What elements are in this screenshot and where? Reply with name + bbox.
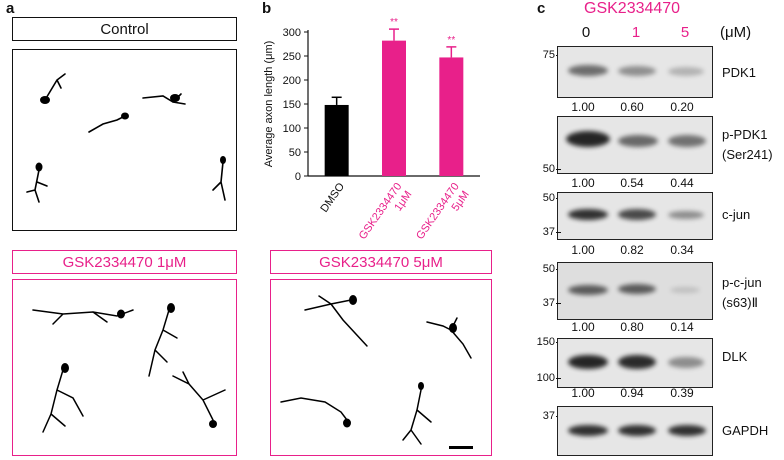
- y-tick-label-0: 0: [295, 171, 301, 183]
- dlk-band-1: [618, 355, 656, 369]
- p-c-jun-quant-0: 1.00: [571, 320, 595, 334]
- gsk5-neurons: [280, 295, 473, 449]
- significance-1: **: [390, 17, 398, 28]
- mw-marker-37c: 37: [531, 410, 561, 422]
- gsk5-image: [270, 279, 492, 456]
- p-pdk1-label: p-PDK1: [722, 127, 768, 142]
- gapdh-band-5: [668, 425, 706, 436]
- mw-marker-50c: 50: [531, 263, 561, 275]
- p-c-jun-quant-5: 0.14: [670, 320, 694, 334]
- gapdh-blot: [557, 406, 713, 456]
- mw-marker-50b: 50: [531, 192, 561, 204]
- lane-label-0: 0: [581, 24, 591, 41]
- significance-2: **: [447, 35, 455, 46]
- p-pdk1-band-0: [566, 131, 610, 147]
- dlk-quant-0: 1.00: [571, 386, 595, 400]
- drug-label: GSK2334470: [584, 0, 681, 17]
- axon-length-bar-chart: 0 50 100 150 200 250 300 Average axon length (μ…: [263, 17, 480, 242]
- mw-marker-75: 75: [531, 49, 561, 61]
- x-tick-label-1: GSK2334470: [357, 181, 405, 242]
- panel-b-letter: b: [262, 0, 272, 17]
- y-tick-label-5: 250: [283, 51, 301, 63]
- p-c-jun-band-0: [568, 285, 608, 295]
- gapdh-band-1: [618, 425, 656, 436]
- p-pdk1-quant-1: 0.54: [620, 176, 644, 190]
- c-jun-band-0: [568, 209, 608, 220]
- control-neurons: [26, 73, 226, 203]
- bar-1: [382, 40, 406, 176]
- x-tick-label-2: GSK2334470: [414, 181, 462, 242]
- mw-marker-37a: 37: [531, 226, 561, 238]
- p-c-jun-blot: [557, 262, 713, 320]
- gapdh-band-0: [568, 425, 608, 436]
- pdk1-band-0: [568, 65, 608, 76]
- p-c-jun-quant-1: 0.80: [620, 320, 644, 334]
- c-jun-band-5: [668, 211, 704, 219]
- c-jun-quant-1: 0.82: [620, 243, 644, 257]
- dlk-quant-5: 0.39: [670, 386, 694, 400]
- x-tick-label-0: DMSO: [318, 180, 347, 214]
- y-tick-label-2: 100: [283, 123, 301, 135]
- gsk1-title: GSK2334470 1μM: [12, 250, 237, 274]
- pdk1-quant-1: 0.60: [620, 100, 644, 114]
- y-tick-label-3: 150: [283, 99, 301, 111]
- pdk1-blot: [557, 46, 713, 98]
- mw-marker-50a: 50: [531, 163, 561, 175]
- p-c-jun-label: p-c-jun: [722, 275, 762, 290]
- lane-label-5: 5: [680, 24, 690, 41]
- pdk1-band-5: [668, 67, 704, 76]
- p-c-jun-band-5: [670, 287, 700, 293]
- p-pdk1-quant-0: 1.00: [571, 176, 595, 190]
- y-axis-label: Average axon length (μm): [263, 41, 275, 168]
- y-tick-label-6: 300: [283, 27, 301, 39]
- c-jun-label: c-jun: [722, 207, 751, 222]
- gsk5-title: GSK2334470 5μM: [270, 250, 492, 274]
- dlk-band-0: [568, 355, 608, 369]
- control-title: Control: [12, 17, 237, 41]
- dlk-quant-1: 0.94: [620, 386, 644, 400]
- c-jun-band-1: [618, 209, 656, 220]
- panel-c-letter: c: [537, 0, 546, 17]
- mw-marker-150: 150: [531, 336, 561, 348]
- scale-bar: [449, 446, 473, 449]
- c-jun-quant-0: 1.00: [571, 243, 595, 257]
- p-c-jun-band-1: [618, 284, 656, 294]
- control-image: [12, 49, 237, 231]
- p-pdk1-quant-5: 0.44: [670, 176, 694, 190]
- y-tick-label-1: 50: [289, 147, 301, 159]
- p-c-jun-label-site: (s63)Ⅱ: [722, 295, 759, 310]
- p-pdk1-blot: [557, 116, 713, 174]
- lane-label-1: 1: [631, 24, 641, 41]
- pdk1-quant-5: 0.20: [670, 100, 694, 114]
- dlk-band-5: [668, 357, 704, 368]
- pdk1-quant-0: 1.00: [571, 100, 595, 114]
- gsk1-neurons: [32, 303, 226, 433]
- gapdh-label: GAPDH: [722, 423, 769, 438]
- pdk1-label: PDK1: [722, 65, 756, 80]
- panel-a-letter: a: [6, 0, 15, 17]
- pdk1-band-1: [618, 66, 656, 76]
- gsk1-image: [12, 279, 237, 456]
- dlk-blot: [557, 338, 713, 388]
- mw-marker-37b: 37: [531, 297, 561, 309]
- p-pdk1-band-1: [618, 135, 658, 147]
- bar-0: [324, 104, 349, 176]
- c-jun-blot: [557, 192, 713, 240]
- mw-marker-100: 100: [531, 372, 561, 384]
- dlk-label: DLK: [722, 349, 748, 364]
- c-jun-quant-5: 0.34: [670, 243, 694, 257]
- p-pdk1-band-5: [668, 135, 706, 147]
- unit-label: (μM): [720, 24, 752, 41]
- y-tick-label-4: 200: [283, 75, 301, 87]
- bar-2: [439, 57, 464, 176]
- p-pdk1-label-site: (Ser241): [722, 147, 773, 162]
